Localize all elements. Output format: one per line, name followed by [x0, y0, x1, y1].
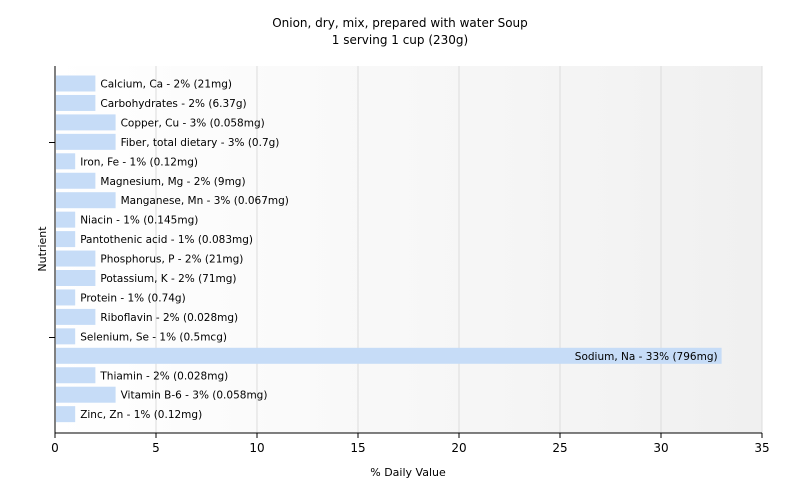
grid-lines: [155, 66, 763, 433]
x-axis-label: % Daily Value: [370, 466, 446, 479]
bar: [56, 347, 722, 364]
bar-data-label: Calcium, Ca - 2% (21mg): [100, 79, 232, 91]
bar: [56, 270, 96, 286]
bar: [56, 94, 96, 111]
bar: [56, 211, 76, 228]
bar: [56, 153, 76, 170]
bar-data-label: Zinc, Zn - 1% (0.12mg): [80, 409, 202, 421]
bar-data-label: Protein - 1% (0.74g): [80, 292, 186, 304]
x-tick-label: 10: [249, 441, 264, 455]
bar-data-label: Potassium, K - 2% (71mg): [100, 273, 236, 285]
bar-data-label: Riboflavin - 2% (0.028mg): [100, 312, 238, 324]
bar-data-label: Vitamin B-6 - 3% (0.058mg): [121, 390, 268, 402]
bars-group: Calcium, Ca - 2% (21mg) Carbohydrates - 2…: [56, 75, 722, 423]
bar-data-label: Fiber, total dietary - 3% (0.7g): [121, 137, 280, 149]
x-tick-label: 5: [152, 441, 160, 455]
bar-data-label: Thiamin - 2% (0.028mg): [99, 370, 228, 382]
bar-data-label: Carbohydrates - 2% (6.37g): [100, 98, 246, 110]
chart-subtitle: 1 serving 1 cup (230g): [332, 33, 468, 47]
x-tick-label: 15: [350, 441, 365, 455]
bar: [56, 367, 96, 384]
bar: [56, 328, 76, 345]
bar-data-label: Manganese, Mn - 3% (0.067mg): [121, 195, 289, 207]
bar: [56, 114, 116, 131]
bar-data-label: Copper, Cu - 3% (0.058mg): [121, 117, 265, 129]
bar: [56, 289, 76, 306]
bar: [56, 308, 96, 325]
bar-data-label: Selenium, Se - 1% (0.5mcg): [80, 331, 227, 343]
bar: [56, 231, 76, 248]
axes-group: [49, 66, 762, 434]
x-tick-label: 20: [451, 441, 466, 455]
bar: [56, 75, 96, 92]
chart-title: Onion, dry, mix, prepared with water Sou…: [272, 16, 528, 30]
x-tick-label: 35: [754, 441, 769, 455]
plot-area: [55, 66, 762, 433]
x-tick-label: 30: [653, 441, 668, 455]
bar: [56, 192, 116, 209]
bar-data-label: Magnesium, Mg - 2% (9mg): [100, 176, 245, 188]
bar: [56, 133, 116, 150]
x-tick-label: 0: [51, 441, 59, 455]
bar-data-label: Sodium, Na - 33% (796mg): [575, 351, 718, 363]
x-tick-label: 25: [552, 441, 567, 455]
bar: [56, 406, 76, 423]
x-tick-labels: 0 5 10 15 20 25 30 35: [51, 433, 770, 455]
bar: [56, 386, 116, 403]
bar-data-label: Iron, Fe - 1% (0.12mg): [80, 156, 198, 168]
bar: [56, 250, 96, 267]
y-axis-label: Nutrient: [36, 226, 49, 272]
bar-data-label: Niacin - 1% (0.145mg): [80, 215, 198, 227]
bar-data-label: Phosphorus, P - 2% (21mg): [100, 254, 243, 266]
bar-data-label: Pantothenic acid - 1% (0.083mg): [80, 234, 253, 246]
bar: [56, 172, 96, 189]
